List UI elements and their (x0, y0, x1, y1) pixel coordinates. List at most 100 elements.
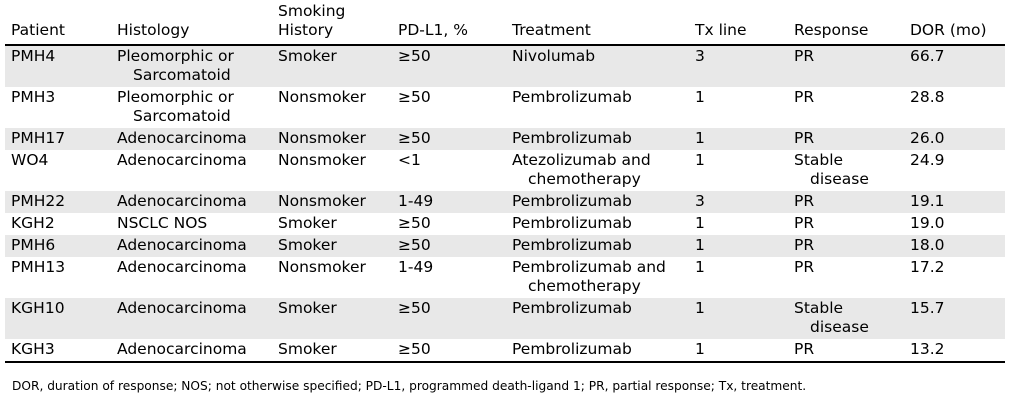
cell-text-line: 1-49 (398, 258, 434, 276)
cell-text-line: Pembrolizumab (512, 88, 632, 106)
cell-text-line: Adenocarcinoma (117, 299, 247, 317)
cell-text-line: WO4 (11, 151, 49, 169)
cell-text-line: Histology (117, 21, 190, 39)
cell-text-line: Pembrolizumab (512, 214, 632, 232)
cell-text-line: Stable (794, 151, 844, 169)
cell-text-line: Pembrolizumab (512, 192, 632, 210)
cell-treatment: Pembrolizumab (506, 213, 689, 235)
cell-patient: KGH3 (5, 339, 111, 362)
cell-patient: PMH3 (5, 87, 111, 128)
table-row: KGH10 Adenocarcinoma Smoker ≥50 Pembrolizuma… (5, 298, 1005, 339)
cell-histology: Pleomorphic or Sarcomatoid (111, 87, 272, 128)
cell-text-line: Nonsmoker (278, 129, 366, 147)
cell-smoking-history: Nonsmoker (272, 128, 392, 150)
cell-text-line: KGH3 (11, 340, 55, 358)
cell-text-line: Adenocarcinoma (117, 151, 247, 169)
cell-text-line: PMH3 (11, 88, 56, 106)
cell-text-line: Smoking (278, 2, 346, 20)
cell-patient: PMH22 (5, 191, 111, 213)
cell-text-line: Pleomorphic or (117, 88, 234, 106)
cell-dor: 28.8 (904, 87, 1005, 128)
column-header-pd-l1: PD-L1, % (392, 2, 506, 45)
cell-patient: PMH6 (5, 235, 111, 257)
cell-response: PR (788, 339, 904, 362)
cell-text-line: PMH17 (11, 129, 66, 147)
cell-dor: 17.2 (904, 257, 1005, 298)
cell-text-line: PR (794, 214, 815, 232)
cell-tx-line: 1 (689, 213, 788, 235)
cell-text-line: Nonsmoker (278, 258, 366, 276)
cell-text-line: PMH6 (11, 236, 56, 254)
cell-dor: 13.2 (904, 339, 1005, 362)
cell-text-line: ≥50 (398, 299, 431, 317)
cell-tx-line: 1 (689, 257, 788, 298)
cell-treatment: Pembrolizumab (506, 339, 689, 362)
cell-text-line: Atezolizumab and (512, 151, 651, 169)
table-row: PMH6 Adenocarcinoma Smoker ≥50 Pembrolizumab… (5, 235, 1005, 257)
cell-treatment: Pembrolizumab (506, 87, 689, 128)
table-row: KGH2 NSCLC NOS Smoker ≥50 Pembrolizumab 1 PR 19… (5, 213, 1005, 235)
cell-histology: Adenocarcinoma (111, 128, 272, 150)
cell-response: PR (788, 235, 904, 257)
column-header-treatment: Treatment (506, 2, 689, 45)
cell-treatment: Nivolumab (506, 45, 689, 87)
cell-text-line: Nonsmoker (278, 88, 366, 106)
cell-text-line: Adenocarcinoma (117, 236, 247, 254)
cell-smoking-history: Smoker (272, 213, 392, 235)
cell-pd-l1: ≥50 (392, 339, 506, 362)
cell-tx-line: 1 (689, 150, 788, 191)
cell-text-line: DOR (mo) (910, 21, 987, 39)
cell-text-line: KGH10 (11, 299, 65, 317)
cell-text-line: Pleomorphic or (117, 47, 234, 65)
cell-text-line: PR (794, 192, 815, 210)
cell-smoking-history: Smoker (272, 235, 392, 257)
table-footnote: DOR, duration of response; NOS; not othe… (12, 379, 807, 393)
cell-histology: Pleomorphic or Sarcomatoid (111, 45, 272, 87)
cell-text-line: ≥50 (398, 340, 431, 358)
cell-patient: PMH13 (5, 257, 111, 298)
cell-smoking-history: Nonsmoker (272, 87, 392, 128)
cell-treatment: Pembrolizumab (506, 235, 689, 257)
cell-text-line: ≥50 (398, 214, 431, 232)
cell-tx-line: 1 (689, 128, 788, 150)
cell-text-line: 28.8 (910, 88, 945, 106)
column-header-histology: Histology (111, 2, 272, 45)
cell-text-line: 1 (695, 88, 705, 106)
cell-pd-l1: ≥50 (392, 87, 506, 128)
cell-pd-l1: ≥50 (392, 298, 506, 339)
cell-text-line: disease (810, 318, 869, 336)
cell-text-line: 1 (695, 340, 705, 358)
cell-text-line: PMH4 (11, 47, 56, 65)
cell-text-line: Smoker (278, 340, 337, 358)
cell-text-line: Smoker (278, 47, 337, 65)
cell-text-line: Smoker (278, 214, 337, 232)
cell-text-line: Nonsmoker (278, 151, 366, 169)
cell-smoking-history: Nonsmoker (272, 191, 392, 213)
cell-tx-line: 1 (689, 87, 788, 128)
cell-text-line: Nivolumab (512, 47, 596, 65)
cell-dor: 66.7 (904, 45, 1005, 87)
cell-text-line: PR (794, 129, 815, 147)
cell-treatment: Pembrolizumab (506, 191, 689, 213)
cell-patient: KGH2 (5, 213, 111, 235)
table-row: PMH4 Pleomorphic or Sarcomatoid Smoker ≥50 Ni… (5, 45, 1005, 87)
cell-text-line: Smoker (278, 299, 337, 317)
cell-text-line: PR (794, 236, 815, 254)
cell-response: PR (788, 257, 904, 298)
cell-dor: 15.7 (904, 298, 1005, 339)
column-header-patient: Patient (5, 2, 111, 45)
cell-text-line: 3 (695, 47, 705, 65)
cell-text-line: PD-L1, % (398, 21, 468, 39)
cell-text-line: KGH2 (11, 214, 55, 232)
cell-text-line: History (278, 21, 334, 39)
table-row: WO4 Adenocarcinoma Nonsmoker <1 Atezolizumab… (5, 150, 1005, 191)
cell-text-line: ≥50 (398, 129, 431, 147)
cell-text-line: 15.7 (910, 299, 945, 317)
patient-response-table: Patient Histology Smoking History PD-L1, % Tr… (5, 2, 1005, 363)
cell-text-line: chemotherapy (528, 277, 641, 295)
cell-histology: Adenocarcinoma (111, 150, 272, 191)
cell-response: PR (788, 191, 904, 213)
cell-histology: Adenocarcinoma (111, 191, 272, 213)
cell-text-line: 17.2 (910, 258, 945, 276)
cell-patient: PMH17 (5, 128, 111, 150)
